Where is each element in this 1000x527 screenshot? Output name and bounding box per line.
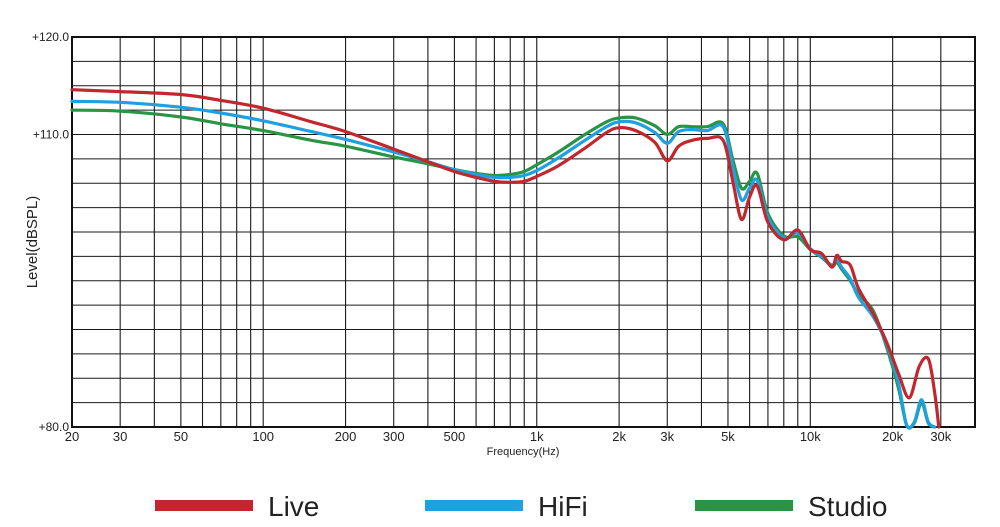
grid <box>72 37 975 427</box>
legend-label-live: Live <box>268 491 319 522</box>
plot-frame <box>71 36 976 428</box>
x-axis-label: Frequency(Hz) <box>487 446 560 458</box>
legend-swatch-studio <box>695 500 793 511</box>
x-tick-label: 300 <box>383 429 405 444</box>
y-tick-label: +120.0 <box>32 30 69 44</box>
x-tick-label: 200 <box>335 429 357 444</box>
legend-label-hifi: HiFi <box>538 491 588 522</box>
x-tick-label: 2k <box>612 429 626 444</box>
x-tick-label: 30 <box>113 429 127 444</box>
series-line-studio <box>70 108 937 430</box>
x-tick-label: 30k <box>930 429 951 444</box>
y-tick-label: +110.0 <box>33 128 69 142</box>
x-tick-label: 20k <box>882 429 903 444</box>
x-tick-label: 500 <box>444 429 466 444</box>
y-axis-label: Level(dBSPL) <box>24 196 41 289</box>
series-line-hifi <box>70 99 937 430</box>
y-tick-label: +80.0 <box>39 420 70 434</box>
x-tick-label: 50 <box>174 429 188 444</box>
series-line-live <box>70 88 941 429</box>
curves <box>70 88 941 430</box>
x-tick-label: 100 <box>252 429 274 444</box>
x-tick-label: 5k <box>721 429 735 444</box>
legend-swatch-live <box>155 500 253 511</box>
legend: Live HiFi Studio <box>155 491 887 522</box>
x-tick-label: 20 <box>65 429 79 444</box>
x-tick-label: 3k <box>660 429 674 444</box>
ticks: 20 30 50 100 200 300 500 1k 2k 3k 5k 10k 20k 30k +80.0… <box>32 30 952 444</box>
x-tick-label: 1k <box>530 429 544 444</box>
legend-label-studio: Studio <box>808 491 887 522</box>
x-tick-label: 10k <box>800 429 821 444</box>
legend-swatch-hifi <box>425 500 523 511</box>
